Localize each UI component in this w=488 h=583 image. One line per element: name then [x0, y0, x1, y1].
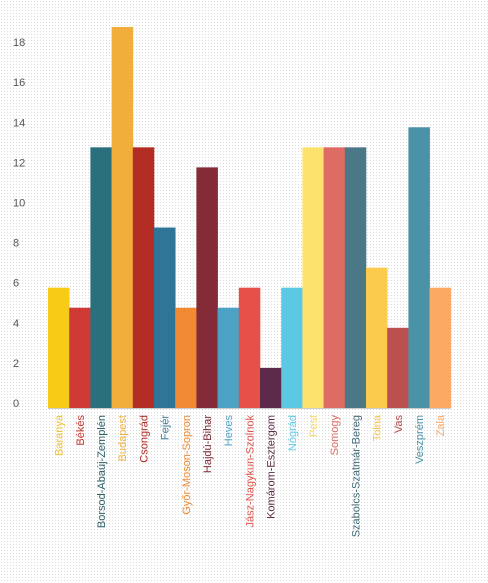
x-category-label: Borsod-Abaúj-Zemplén: [96, 415, 108, 528]
x-category-label: Vas: [393, 415, 405, 434]
y-tick-label: 4: [13, 318, 19, 330]
bar: [48, 287, 70, 408]
y-tick-label: 16: [13, 77, 25, 89]
bars: [48, 27, 452, 408]
x-category-label: Tolna: [372, 414, 384, 441]
bar: [217, 307, 240, 408]
x-category-label: Nógrád: [287, 415, 299, 451]
y-axis: 0 2 4 6 8 10 12 14 16 18: [13, 37, 25, 410]
y-tick-label: 8: [13, 238, 19, 250]
x-category-label: Somogy: [329, 415, 341, 456]
x-category-label: Jász-Nagykun-Szolnok: [244, 415, 256, 528]
bar: [69, 307, 91, 408]
x-category-label: Budapest: [117, 415, 129, 461]
bar: [408, 127, 430, 408]
y-tick-label: 10: [13, 197, 25, 209]
x-category-label: Hajdú-Bihar: [202, 415, 214, 473]
x-axis: Baranya Békés Borsod-Abaúj-Zemplén Budapest…: [54, 414, 448, 537]
x-category-label: Baranya: [54, 414, 66, 456]
x-category-label: Pest: [308, 415, 320, 437]
bar: [132, 147, 155, 408]
bar: [196, 167, 218, 408]
y-tick-label: 6: [13, 278, 19, 290]
bar: [323, 147, 346, 408]
bar: [175, 307, 197, 408]
bar: [302, 147, 324, 408]
x-category-label: Szabolcs-Szatmár-Bereg: [350, 415, 362, 537]
y-tick-label: 0: [13, 398, 19, 410]
x-category-label: Zala: [435, 414, 447, 436]
y-tick-label: 12: [13, 157, 25, 169]
bar: [366, 267, 388, 408]
x-category-label: Heves: [223, 415, 235, 447]
x-category-label: Komárom-Esztergom: [266, 415, 278, 519]
bar: [344, 147, 367, 408]
bar: [281, 287, 303, 408]
x-category-label: Győr-Moson-Sopron: [181, 415, 193, 515]
bar: [260, 367, 282, 408]
y-tick-label: 2: [13, 358, 19, 370]
bar: [387, 327, 409, 408]
bar: [238, 287, 261, 408]
bar: [111, 27, 134, 408]
y-tick-label: 14: [13, 117, 25, 129]
bar: [429, 287, 452, 408]
bar: [90, 147, 112, 408]
bar: [154, 227, 176, 408]
x-category-label: Veszprém: [414, 415, 426, 464]
x-category-label: Fejér: [160, 415, 172, 440]
x-category-label: Csongrád: [138, 415, 150, 463]
y-tick-label: 18: [13, 37, 25, 49]
x-category-label: Békés: [75, 415, 87, 446]
